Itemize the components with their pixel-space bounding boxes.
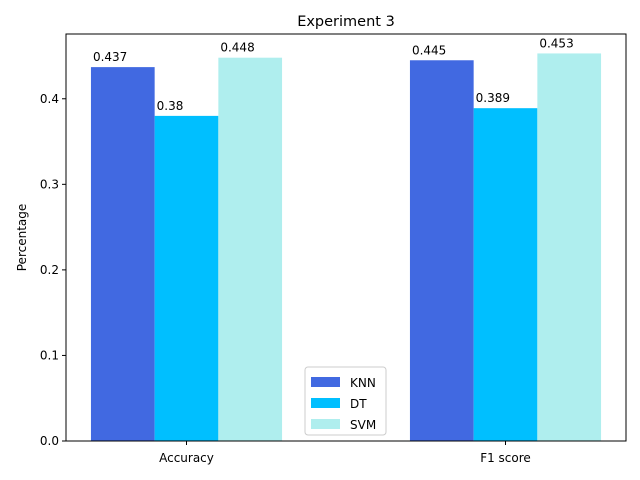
data-label: 0.453 xyxy=(539,36,573,50)
y-tick-label: 0.3 xyxy=(40,177,59,191)
x-axis: Accuracy F1 score xyxy=(159,441,531,465)
legend: KNN DT SVM xyxy=(305,367,386,435)
legend-swatch-knn xyxy=(311,377,340,387)
y-tick-label: 0.2 xyxy=(40,263,59,277)
legend-label-knn: KNN xyxy=(350,376,376,390)
legend-swatch-dt xyxy=(311,398,340,408)
data-label: 0.445 xyxy=(412,43,446,57)
data-label: 0.448 xyxy=(220,41,254,55)
data-label: 0.437 xyxy=(93,50,127,64)
y-tick-label: 0.1 xyxy=(40,348,59,362)
x-tick-label: F1 score xyxy=(480,451,531,465)
y-tick-label: 0.4 xyxy=(40,92,59,106)
data-label: 0.389 xyxy=(476,91,510,105)
y-tick-label: 0.0 xyxy=(40,434,59,448)
legend-label-dt: DT xyxy=(350,397,367,411)
bar-dt-accuracy xyxy=(155,116,219,441)
bar-knn-accuracy xyxy=(91,67,155,441)
legend-label-svm: SVM xyxy=(350,418,376,432)
bar-svm-accuracy xyxy=(218,58,282,441)
x-tick-label: Accuracy xyxy=(159,451,214,465)
y-axis-label: Percentage xyxy=(15,204,29,272)
data-label: 0.38 xyxy=(157,99,184,113)
bar-svm-f1-score xyxy=(537,53,601,441)
legend-swatch-svm xyxy=(311,419,340,429)
bar-dt-f1-score xyxy=(474,108,538,441)
y-axis: 0.0 0.1 0.2 0.3 0.4 xyxy=(40,92,66,448)
chart-title: Experiment 3 xyxy=(297,14,395,30)
bar-knn-f1-score xyxy=(410,60,474,441)
